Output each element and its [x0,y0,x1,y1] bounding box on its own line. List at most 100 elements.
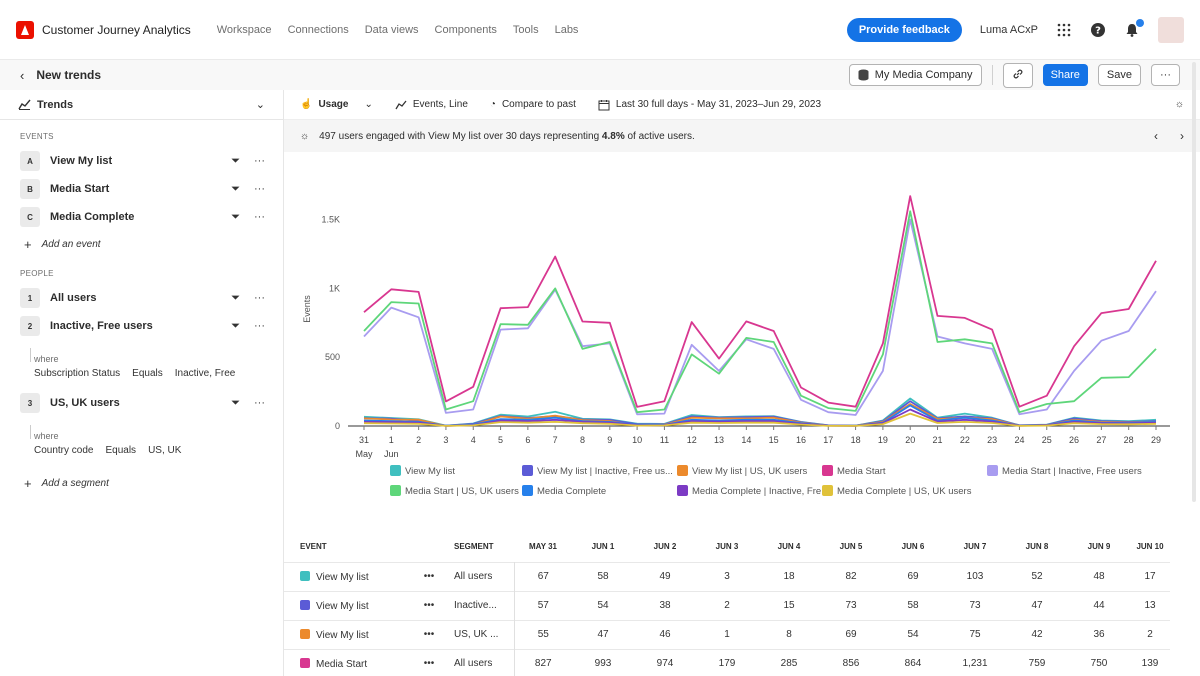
table-row[interactable]: View My list ••• All users 67 58 49 3 18 82 69 103… [284,561,1170,591]
scrollbar[interactable] [1192,62,1196,502]
row-more-icon[interactable]: ••• [414,561,444,591]
apps-grid-icon[interactable] [1056,22,1072,38]
nav-labs[interactable]: Labs [554,23,579,36]
legend-label: Media Start | Inactive, Free users [1002,466,1142,477]
column-header[interactable] [414,532,444,562]
value-cell: 58 [572,561,634,591]
column-header[interactable]: EVENT [300,542,327,552]
table-row[interactable]: View My list ••• Inactive... 57 54 38 2 15 73 58 7… [284,590,1170,620]
more-icon[interactable]: ··· [254,182,265,195]
segment-item-1[interactable]: 1 All users ⏷ ··· [0,284,283,312]
x-tick-label: 31 [359,435,369,445]
date-range-button[interactable]: Last 30 full days - May 31, 2023–Jun 29,… [598,99,821,111]
table-row[interactable]: Media Start ••• All users 827 993 974 179 285 85… [284,648,1170,676]
notifications-bell-icon[interactable] [1124,18,1144,38]
segment-label: Inactive, Free users [50,320,153,332]
column-header[interactable]: JUN 4 [777,542,801,552]
provide-feedback-button[interactable]: Provide feedback [846,17,962,42]
event-label: View My list [50,155,113,167]
copy-link-button[interactable] [1002,62,1033,88]
funnel-filter-icon[interactable]: ⏷ [231,154,240,167]
app-title[interactable]: Customer Journey Analytics [42,22,191,37]
column-header[interactable]: MAY 31 [528,542,558,552]
more-icon[interactable]: ··· [254,154,265,167]
row-more-icon[interactable]: ••• [414,648,444,676]
save-button[interactable]: Save [1097,64,1141,86]
viz-type-button[interactable]: Events, Line [395,99,468,110]
row-more-icon[interactable]: ••• [414,619,444,649]
column-header[interactable]: JUN 8 [1025,542,1049,552]
legend-swatch [390,485,401,496]
chevron-down-icon[interactable]: ⌄ [255,99,265,111]
value-cell: 36 [1068,619,1130,649]
segment-cell: All users [444,561,515,591]
adobe-logo-icon[interactable] [16,20,34,39]
event-item-b[interactable]: B Media Start ⏷ ··· [0,175,283,203]
x-tick-sublabel: May [355,449,373,459]
panel-header[interactable]: Trends ⌄ [0,90,283,120]
column-header[interactable]: JUN 1 [591,542,615,552]
more-icon[interactable]: ··· [254,319,265,332]
event-item-a[interactable]: A View My list ⏷ ··· [0,147,283,175]
x-tick-label: 26 [1069,435,1079,445]
column-header[interactable]: JUN 9 [1087,542,1111,552]
previous-insight-icon[interactable]: ‹ [1154,129,1158,143]
column-header[interactable]: JUN 6 [901,542,925,552]
funnel-filter-icon[interactable]: ⏷ [231,396,240,409]
column-header[interactable]: JUN 2 [653,542,677,552]
table-row[interactable]: View My list ••• US, UK ... 55 47 46 1 8 69 54 75 4… [284,619,1170,649]
nav-workspace[interactable]: Workspace [216,23,272,36]
funnel-filter-icon[interactable]: ⏷ [231,210,240,223]
legend-swatch [390,465,401,476]
project-title[interactable]: New trends [36,68,102,82]
segment-label: All users [50,292,97,304]
segment-condition: Subscription Status Equals Inactive, Fre… [0,368,283,379]
series-color-swatch [300,657,310,668]
compare-label: Compare to past [501,99,576,110]
more-icon[interactable]: ··· [254,396,265,409]
x-tick-label: 19 [878,435,888,445]
row-more-icon[interactable]: ••• [414,590,444,620]
value-cell: 8 [758,619,820,649]
column-header[interactable]: SEGMENT [454,542,494,552]
value-cell: 1,231 [944,648,1006,676]
share-button[interactable]: Share [1042,64,1088,86]
segment-item-2[interactable]: 2 Inactive, Free users ⏷ ··· [0,312,283,340]
next-insight-icon[interactable]: › [1180,129,1184,143]
project-bar: ‹ New trends My Media Company Share Save… [0,60,1200,90]
add-event-button[interactable]: + Add an event [0,231,283,257]
nav-connections[interactable]: Connections [287,23,349,36]
more-icon[interactable]: ··· [254,210,265,223]
user-avatar[interactable] [1158,16,1184,43]
data-view-selector[interactable]: My Media Company [848,64,982,86]
org-switcher[interactable]: Luma ACxP [979,23,1038,36]
value-cell: 18 [758,561,820,591]
column-header[interactable]: JUN 5 [839,542,863,552]
segment-cell: US, UK ... [444,619,515,649]
funnel-filter-icon[interactable]: ⏷ [231,182,240,195]
funnel-filter-icon[interactable]: ⏷ [231,319,240,332]
funnel-filter-icon[interactable]: ⏷ [231,291,240,304]
add-segment-button[interactable]: + Add a segment [0,470,283,496]
x-tick-label: 27 [1096,435,1106,445]
more-icon[interactable]: ··· [254,291,265,304]
usage-dropdown[interactable]: ☝ Usage ⌄ [300,99,373,110]
nav-tools[interactable]: Tools [512,23,539,36]
column-header[interactable]: JUN 10 [1136,542,1164,552]
insights-lightbulb-icon[interactable]: ☼ [1174,99,1184,110]
insight-bar: ☼ 497 users engaged with View My list ov… [284,120,1200,152]
more-options-button[interactable]: ··· [1151,64,1180,86]
segment-condition: Country code Equals US, UK [0,445,283,456]
help-icon[interactable]: ? [1090,22,1106,38]
nav-components[interactable]: Components [434,23,497,36]
value-cell: 47 [572,619,634,649]
column-header[interactable]: JUN 7 [963,542,987,552]
nav-data-views[interactable]: Data views [364,23,419,36]
compare-to-past-button[interactable]: ◔ Compare to past [490,99,576,110]
where-label: where [0,425,283,441]
event-item-c[interactable]: C Media Complete ⏷ ··· [0,203,283,231]
segment-item-3[interactable]: 3 US, UK users ⏷ ··· [0,389,283,417]
column-header[interactable]: JUN 3 [715,542,739,552]
back-arrow-icon[interactable]: ‹ [20,67,25,83]
